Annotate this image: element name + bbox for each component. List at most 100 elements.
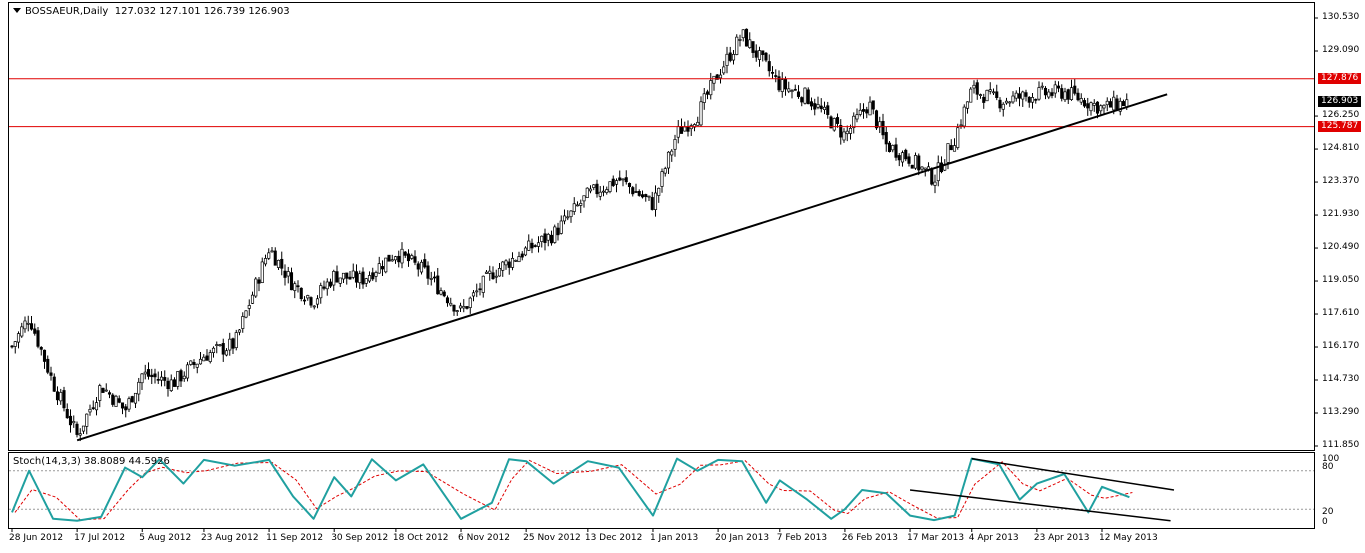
candle-body — [660, 171, 664, 187]
candle-body — [933, 181, 937, 186]
candle-body — [124, 406, 128, 411]
candle-body — [637, 190, 641, 196]
candle-body — [588, 188, 593, 192]
candle-body — [494, 275, 498, 278]
candle-body — [982, 96, 986, 103]
candle-body — [540, 235, 544, 242]
candle-body — [250, 294, 255, 304]
candle-body — [198, 358, 203, 365]
candle-body — [293, 283, 297, 291]
price-tick-label: 129.090 — [1322, 44, 1360, 55]
candle-body — [462, 306, 466, 309]
candle-body — [650, 197, 654, 210]
stoch-main-line — [11, 457, 1130, 522]
candle-body — [91, 407, 95, 410]
candle-body — [1079, 98, 1083, 103]
candle-body — [1102, 104, 1106, 109]
candle-body — [299, 287, 303, 300]
candle-body — [972, 84, 976, 89]
candle-body — [241, 316, 245, 329]
candle-body — [247, 305, 251, 309]
candle-body — [65, 409, 69, 419]
price-tick-label: 124.810 — [1322, 143, 1360, 154]
candle-body — [624, 177, 628, 183]
candle-body — [562, 215, 567, 222]
candle-body — [696, 121, 700, 126]
candle-body — [705, 91, 710, 95]
candle-body — [159, 376, 164, 381]
candle-body — [192, 362, 196, 365]
candle-body — [956, 127, 960, 148]
candle-body — [806, 89, 810, 105]
candle-body — [104, 389, 108, 392]
candle-body — [861, 109, 866, 112]
candle-body — [1118, 100, 1122, 112]
price-tick-label: 123.370 — [1322, 176, 1360, 187]
candle-body — [848, 127, 853, 134]
candle-body — [384, 257, 388, 273]
price-tick-label: 114.730 — [1322, 374, 1360, 384]
candle-body — [455, 310, 459, 312]
candle-body — [634, 191, 638, 193]
candle-body — [426, 265, 430, 279]
candle-body — [46, 358, 50, 373]
candle-body — [452, 304, 456, 312]
candle-body — [179, 370, 183, 382]
candle-body — [725, 53, 729, 66]
candle-body — [195, 363, 199, 368]
candle-body — [514, 260, 518, 262]
candle-body — [790, 90, 794, 93]
candle-body — [400, 248, 404, 264]
candle-body — [169, 379, 173, 391]
candle-body — [946, 143, 950, 163]
candle-body — [130, 396, 134, 403]
date-tick-label: 30 Sep 2012 — [331, 533, 389, 543]
price-tick-label: 119.050 — [1322, 275, 1360, 286]
candle-body — [306, 295, 310, 299]
candle-body — [332, 271, 336, 286]
candle-body — [1092, 103, 1096, 106]
stoch-level-20: 20 — [1322, 507, 1334, 517]
date-tick-label: 1 Jan 2013 — [649, 533, 699, 543]
date-tick-label: 7 Feb 2013 — [776, 533, 828, 543]
date-tick-label: 17 Jul 2012 — [74, 533, 126, 543]
candle-body — [787, 88, 791, 92]
candle-body — [221, 343, 225, 355]
candle-body — [1043, 87, 1048, 96]
candle-body — [936, 162, 940, 182]
stochastic-plot-frame — [8, 452, 1315, 529]
stoch-level-100: 100 — [1322, 454, 1340, 464]
candle-body — [757, 50, 762, 60]
price-tick-label: 111.850 — [1322, 440, 1360, 450]
date-tick-label: 20 Jan 2013 — [715, 533, 770, 543]
candle-body — [26, 322, 30, 325]
candle-body — [182, 375, 186, 380]
candle-body — [822, 106, 827, 111]
candle-body — [309, 297, 313, 306]
candle-body — [1053, 84, 1057, 94]
candle-body — [228, 338, 232, 351]
candle-body — [1001, 103, 1005, 110]
candle-body — [657, 187, 661, 196]
candle-body — [592, 184, 596, 188]
candle-body — [751, 41, 755, 53]
candle-body — [137, 381, 141, 395]
candle-body — [75, 423, 79, 435]
candle-body — [458, 305, 463, 309]
date-tick-label: 26 Feb 2013 — [841, 533, 898, 543]
candle-body — [354, 271, 359, 283]
candle-body — [897, 155, 901, 161]
caret-down-icon[interactable] — [13, 8, 21, 13]
candle-body — [1082, 100, 1087, 107]
candle-body — [42, 349, 47, 362]
candle-body — [325, 281, 329, 290]
candle-body — [904, 149, 908, 160]
candle-body — [761, 50, 765, 55]
candle-body — [52, 376, 56, 392]
candle-body — [728, 52, 732, 61]
candle-body — [33, 328, 37, 334]
candle-body — [569, 210, 573, 218]
candle-body — [475, 290, 479, 293]
candle-body — [683, 126, 687, 132]
candle-body — [439, 290, 443, 295]
